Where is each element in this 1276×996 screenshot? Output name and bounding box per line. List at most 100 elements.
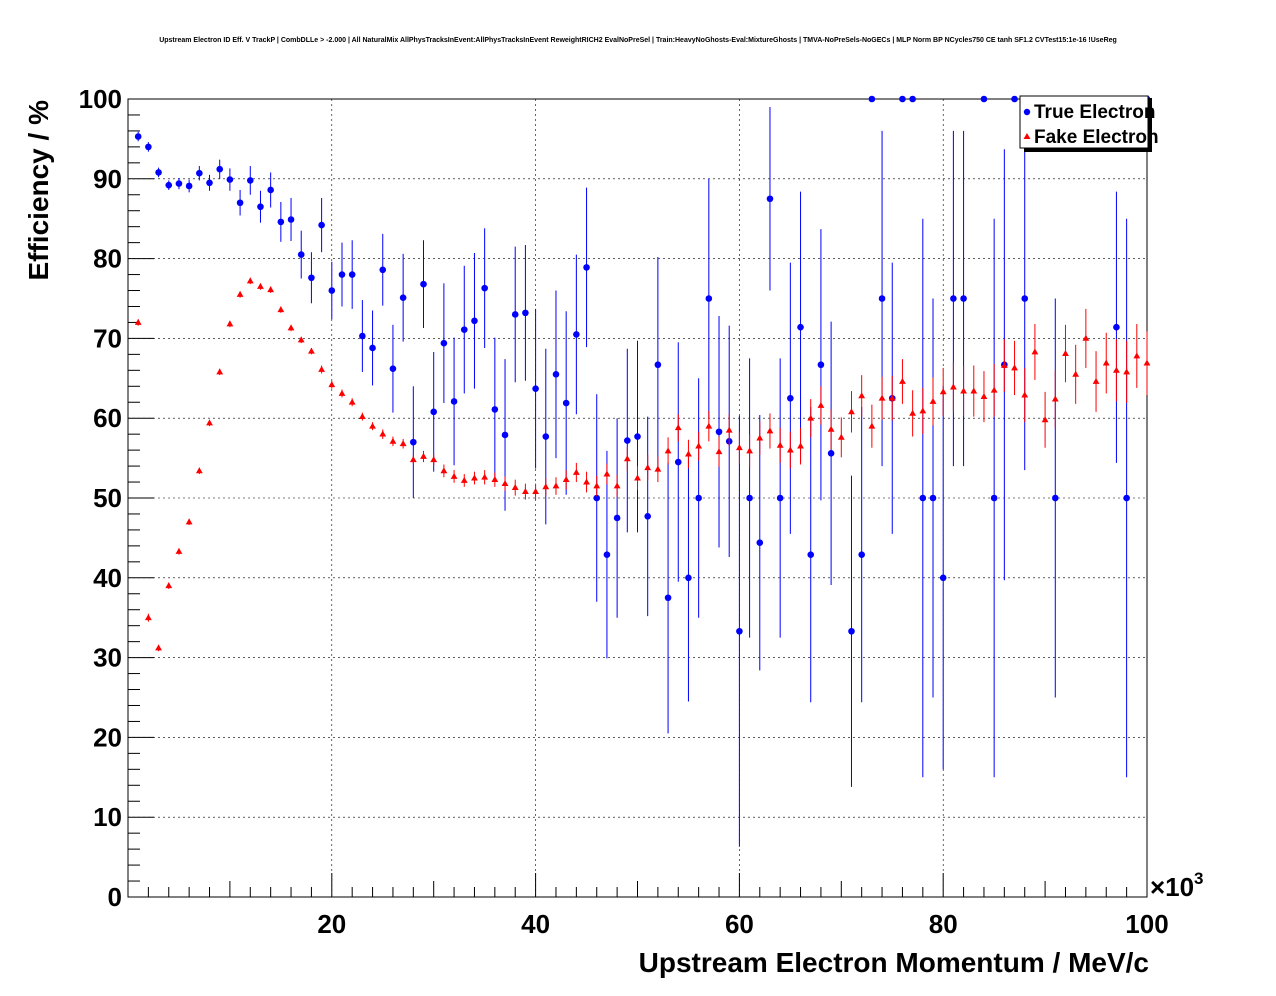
marks-layer — [134, 95, 1151, 847]
data-point — [695, 494, 702, 502]
data-point — [1051, 494, 1059, 502]
data-point — [491, 476, 499, 483]
data-point — [674, 458, 682, 466]
chart-title: Upstream Electron ID Eff. V TrackP | Com… — [159, 37, 1117, 44]
data-point — [1123, 368, 1131, 375]
data-point — [868, 422, 876, 429]
data-point — [379, 430, 387, 437]
data-point — [369, 344, 376, 352]
legend-marker-fake-electron — [1023, 133, 1031, 139]
data-point — [409, 456, 417, 463]
data-point — [756, 539, 764, 546]
y-tick-label: 0 — [108, 882, 122, 912]
data-point — [848, 408, 855, 415]
data-point — [817, 361, 825, 369]
data-point — [909, 409, 917, 416]
data-point — [1011, 364, 1018, 371]
data-point — [522, 309, 529, 317]
legend-box — [1019, 95, 1149, 149]
y-tick-label: 100 — [79, 84, 122, 114]
data-point — [848, 627, 855, 635]
data-point — [858, 392, 866, 399]
data-point — [807, 551, 815, 558]
data-point — [389, 365, 397, 373]
data-point — [287, 216, 295, 223]
data-point — [776, 494, 784, 502]
data-point — [868, 95, 876, 103]
data-point — [644, 513, 651, 520]
data-point — [308, 347, 315, 354]
data-point — [471, 317, 478, 325]
data-point — [776, 441, 784, 448]
data-point — [145, 143, 152, 151]
data-point — [359, 332, 366, 340]
data-point — [542, 433, 550, 440]
legend-label-fake-electron: Fake Electron — [1034, 127, 1159, 148]
data-point — [471, 474, 478, 481]
data-point — [1143, 359, 1151, 366]
data-point — [664, 447, 672, 454]
data-point — [134, 133, 142, 140]
data-point — [736, 444, 743, 451]
data-point — [308, 274, 315, 282]
data-point — [715, 448, 723, 455]
data-point — [297, 336, 305, 343]
data-point — [980, 95, 988, 103]
data-point — [532, 488, 539, 495]
x-tick-label: 60 — [725, 909, 754, 939]
data-point — [644, 464, 652, 471]
data-point — [338, 271, 346, 278]
data-point — [603, 551, 611, 558]
y-tick-label: 10 — [93, 802, 122, 832]
data-point — [766, 427, 774, 434]
data-point — [787, 394, 794, 402]
data-point — [1021, 391, 1029, 398]
data-point — [878, 394, 886, 401]
data-point — [440, 339, 448, 347]
data-point — [1102, 359, 1110, 366]
data-point — [949, 383, 957, 390]
data-point — [888, 394, 896, 401]
data-point — [990, 494, 998, 502]
data-point — [501, 480, 509, 487]
data-point — [613, 514, 621, 522]
data-point — [746, 494, 753, 502]
data-point — [950, 295, 957, 302]
data-point — [939, 574, 947, 582]
data-point — [185, 182, 193, 190]
data-point — [226, 320, 234, 327]
data-point — [736, 627, 743, 635]
data-point — [634, 474, 641, 481]
data-point — [1082, 334, 1090, 341]
data-point — [899, 377, 906, 384]
data-point — [685, 450, 692, 457]
data-point — [134, 318, 142, 325]
data-point — [206, 179, 213, 187]
data-point — [674, 424, 682, 431]
data-point — [460, 476, 468, 483]
data-point — [1000, 361, 1008, 368]
data-point — [277, 218, 285, 226]
data-point — [440, 467, 448, 474]
data-point — [573, 331, 580, 338]
data-point — [624, 437, 631, 444]
data-point — [827, 425, 835, 432]
data-point — [175, 180, 183, 187]
data-point — [338, 389, 346, 396]
data-point — [562, 399, 570, 407]
data-point — [196, 169, 203, 177]
data-point — [634, 433, 641, 440]
data-point — [899, 95, 906, 103]
data-point — [593, 482, 601, 489]
data-point — [593, 494, 601, 502]
data-point — [664, 594, 672, 602]
data-point — [980, 393, 988, 400]
data-point — [654, 361, 662, 369]
data-point — [389, 437, 397, 444]
data-point — [1113, 366, 1120, 373]
data-point — [267, 186, 274, 194]
data-point — [797, 323, 804, 331]
y-tick-label: 50 — [93, 483, 122, 513]
data-point — [379, 266, 387, 274]
data-point — [746, 447, 753, 454]
